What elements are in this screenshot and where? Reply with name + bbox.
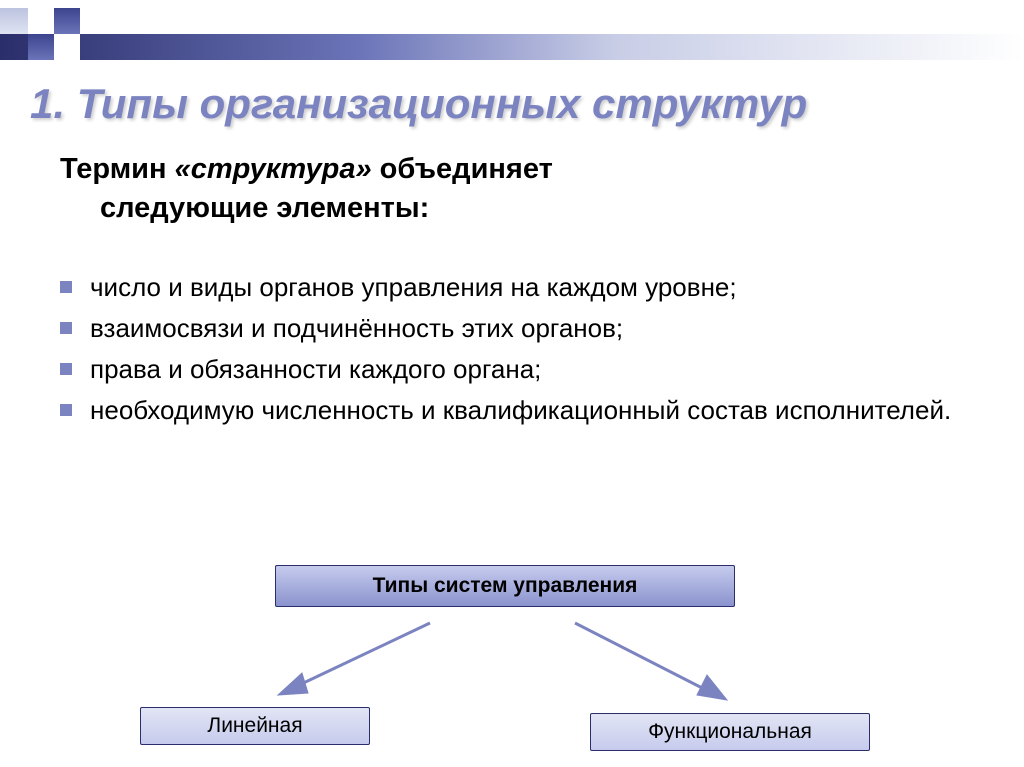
corner-square-blue-tr bbox=[54, 8, 80, 34]
intro-line2: следующие элементы: bbox=[60, 192, 429, 224]
intro-suffix: объединяет bbox=[380, 153, 553, 185]
list-item: взаимосвязи и подчинённость этих органов… bbox=[60, 309, 964, 348]
header-gradient-bar bbox=[0, 34, 1024, 60]
slide-title: 1. Типы организационных структур bbox=[30, 80, 807, 128]
list-item: необходимую численность и квалификационн… bbox=[60, 391, 964, 430]
diagram-right-box: Функциональная bbox=[590, 713, 870, 751]
intro-prefix: Термин bbox=[60, 153, 175, 185]
corner-strip bbox=[0, 8, 28, 34]
intro-term: «структура» bbox=[175, 153, 380, 185]
slide-content: Термин «структура» объединяет следующие … bbox=[60, 150, 964, 432]
bullet-list: число и виды органов управления на каждо… bbox=[60, 268, 964, 430]
diagram-left-box: Линейная bbox=[140, 707, 370, 745]
corner-square-white-br bbox=[54, 34, 80, 60]
diagram-root-box: Типы систем управления bbox=[275, 565, 735, 607]
list-item: права и обязанности каждого органа; bbox=[60, 350, 964, 389]
header-decoration bbox=[0, 0, 1024, 62]
list-item: число и виды органов управления на каждо… bbox=[60, 268, 964, 307]
corner-square-white-tl bbox=[28, 8, 54, 34]
diagram-container: Типы систем управления Линейная Функцион… bbox=[0, 565, 1024, 765]
corner-square-blue-bl bbox=[28, 34, 54, 60]
intro-text: Термин «структура» объединяет следующие … bbox=[60, 150, 964, 228]
arrow-right-icon bbox=[565, 615, 735, 710]
arrow-left-icon bbox=[270, 615, 440, 705]
